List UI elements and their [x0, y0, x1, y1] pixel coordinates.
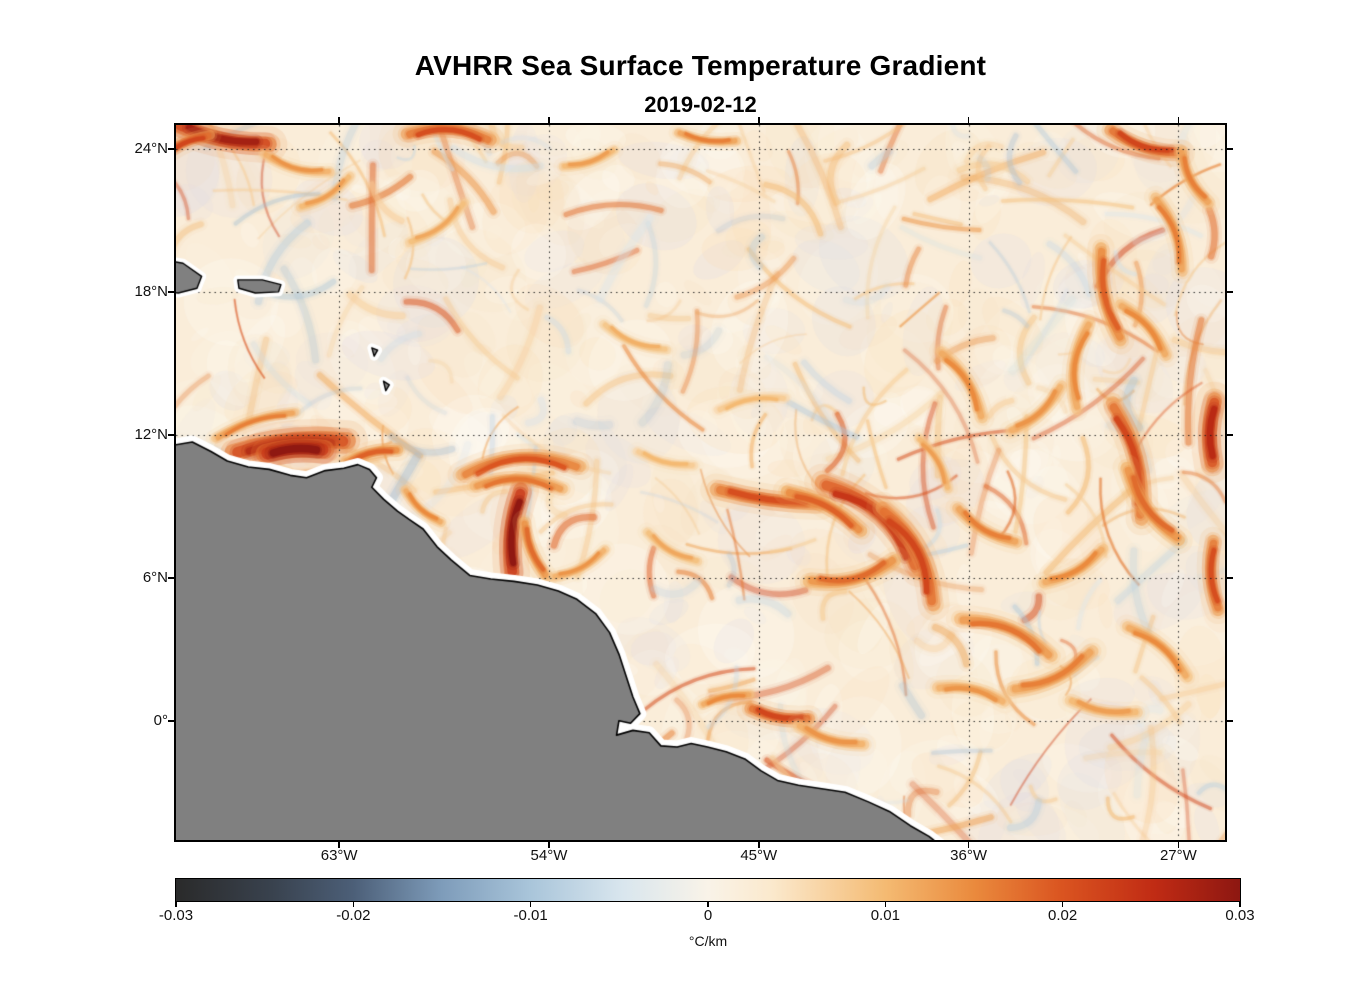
lat-tick-label: 0° — [153, 711, 168, 729]
axis-tick-mark — [758, 842, 760, 848]
axis-tick-mark — [967, 842, 970, 848]
colorbar-tick-label: 0.01 — [870, 907, 900, 924]
axis-tick-mark — [168, 148, 174, 150]
axis-tick-mark — [338, 842, 340, 848]
colorbar-tick-label: 0 — [703, 907, 713, 924]
axis-tick-mark — [1227, 434, 1233, 436]
lon-tick-label: 36°W — [950, 847, 987, 864]
axis-tick-mark — [1227, 577, 1233, 579]
axis-tick-mark — [548, 842, 550, 848]
axis-tick-mark — [352, 902, 355, 907]
axis-tick-mark — [1227, 720, 1233, 722]
lon-tick-label: 54°W — [530, 847, 568, 864]
axis-tick-mark — [1227, 291, 1233, 293]
lat-tick-label: 18°N — [134, 282, 168, 300]
axis-tick-mark — [1061, 902, 1064, 907]
axis-tick-mark — [175, 902, 177, 907]
axis-tick-mark — [168, 291, 174, 293]
axis-tick-mark — [168, 577, 174, 579]
lat-tick-label: 6°N — [142, 568, 168, 586]
figure-title: AVHRR Sea Surface Temperature Gradient — [414, 50, 987, 81]
axis-tick-mark — [1239, 902, 1241, 907]
map-axes — [174, 123, 1227, 842]
lon-tick-label: 63°W — [320, 847, 358, 864]
axis-tick-mark — [1177, 117, 1180, 123]
colorbar-tick-label: 0.03 — [1225, 907, 1255, 924]
colorbar-gradient — [176, 879, 1240, 901]
axis-tick-mark — [707, 902, 709, 907]
colorbar-tick-label: 0.02 — [1048, 907, 1078, 924]
axis-tick-mark — [1227, 148, 1233, 150]
figure-date-subtitle: 2019-02-12 — [644, 92, 757, 117]
lon-tick-label: 45°W — [740, 847, 778, 864]
axis-tick-mark — [168, 720, 174, 722]
axis-tick-mark — [529, 902, 532, 907]
sst-gradient-heatmap — [176, 125, 1225, 840]
axis-tick-mark — [884, 902, 887, 907]
axis-tick-mark — [338, 117, 340, 123]
colorbar-tick-label: -0.02 — [336, 907, 371, 924]
lon-tick-label: 27°W — [1159, 847, 1197, 864]
axis-tick-mark — [548, 117, 550, 123]
lat-tick-label: 12°N — [134, 425, 168, 443]
axis-tick-mark — [758, 117, 760, 123]
colorbar — [175, 878, 1241, 902]
axis-tick-mark — [168, 434, 174, 436]
colorbar-units-label: °C/km — [688, 933, 728, 949]
axis-tick-mark — [967, 117, 970, 123]
axis-tick-mark — [1177, 842, 1180, 848]
lat-tick-label: 24°N — [134, 139, 168, 157]
colorbar-tick-label: -0.01 — [513, 907, 548, 924]
colorbar-tick-label: -0.03 — [158, 907, 194, 924]
